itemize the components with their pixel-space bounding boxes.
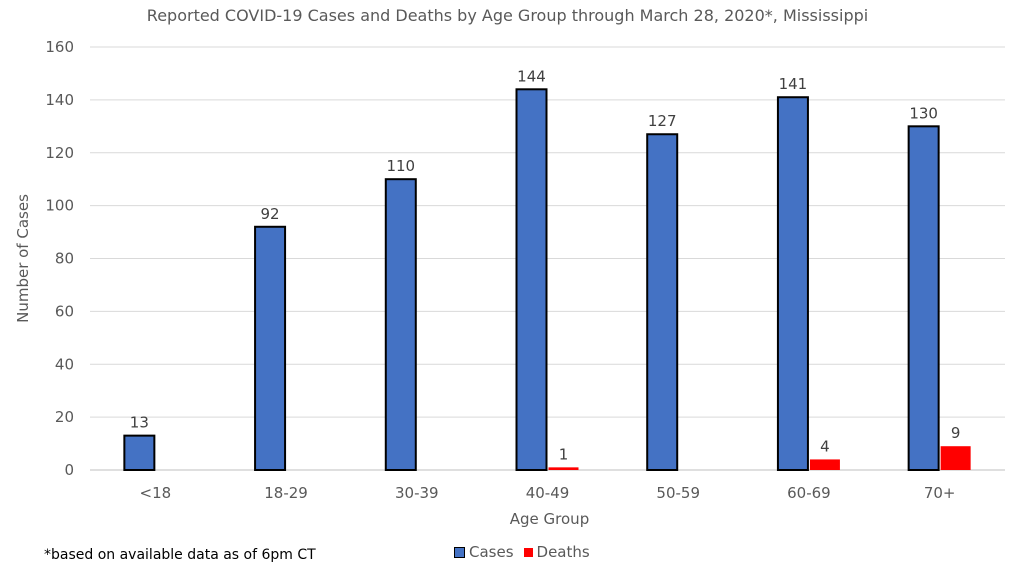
x-tick-label: <18 [140, 484, 172, 502]
x-tick-label: 30-39 [395, 484, 439, 502]
data-label-cases: 110 [386, 157, 415, 175]
data-label-cases: 144 [517, 67, 546, 85]
y-tick-label: 40 [55, 355, 74, 373]
x-tick-label: 50-59 [656, 484, 700, 502]
y-tick-label: 140 [45, 91, 74, 109]
bar-cases [515, 88, 548, 472]
bar-cases [123, 434, 156, 472]
bar-deaths [940, 446, 971, 470]
x-axis-title: Age Group [510, 510, 589, 528]
y-tick-label: 80 [55, 250, 74, 268]
legend: Cases Deaths [454, 543, 600, 561]
bar-cases [646, 133, 679, 471]
data-label-cases: 130 [909, 104, 938, 122]
y-tick-label: 160 [45, 38, 74, 56]
legend-item-deaths: Deaths [523, 543, 590, 561]
data-label-deaths: 9 [951, 424, 961, 442]
footnote: *based on available data as of 6pm CT [44, 547, 316, 563]
data-label-cases: 92 [261, 205, 280, 223]
y-tick-label: 100 [45, 197, 74, 215]
bar-deaths [548, 467, 579, 470]
bar-cases [254, 225, 287, 471]
data-label-cases: 127 [648, 112, 677, 130]
legend-label-cases: Cases [469, 543, 514, 561]
x-tick-label: 40-49 [526, 484, 570, 502]
y-tick-label: 20 [55, 408, 74, 426]
y-tick-label: 0 [64, 461, 74, 479]
bar-cases [907, 125, 940, 471]
data-label-deaths: 1 [559, 445, 569, 463]
bar-deaths [809, 459, 840, 470]
bar-cases [776, 96, 809, 471]
legend-label-deaths: Deaths [536, 543, 590, 561]
legend-swatch-cases [454, 546, 465, 558]
legend-item-cases: Cases [454, 543, 514, 561]
x-tick-label: 60-69 [787, 484, 831, 502]
x-tick-label: 70+ [924, 484, 956, 502]
bar-cases [384, 178, 417, 471]
legend-swatch-deaths [523, 547, 533, 557]
data-label-cases: 13 [130, 414, 149, 432]
y-axis-title: Number of Cases [14, 194, 32, 323]
y-tick-label: 60 [55, 302, 74, 320]
x-tick-label: 18-29 [264, 484, 308, 502]
data-label-cases: 141 [779, 75, 808, 93]
chart-title: Reported COVID-19 Cases and Deaths by Ag… [146, 6, 869, 25]
data-label-deaths: 4 [820, 437, 830, 455]
y-tick-label: 120 [45, 144, 74, 162]
